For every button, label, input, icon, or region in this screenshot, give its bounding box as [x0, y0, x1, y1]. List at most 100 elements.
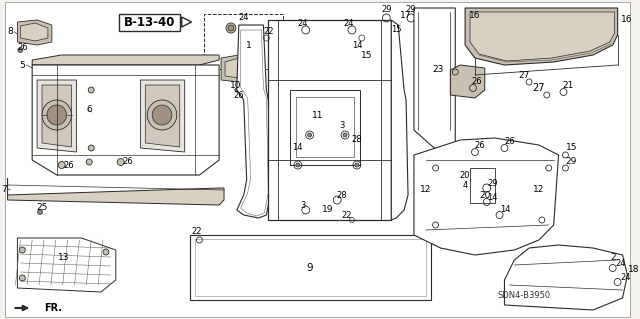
Circle shape	[117, 159, 124, 166]
Text: 10: 10	[230, 81, 241, 91]
Text: 14: 14	[292, 144, 303, 152]
Polygon shape	[237, 25, 270, 218]
Circle shape	[251, 32, 257, 38]
Text: 5: 5	[20, 61, 26, 70]
Polygon shape	[32, 65, 219, 175]
Circle shape	[355, 163, 359, 167]
Circle shape	[296, 163, 300, 167]
Polygon shape	[470, 12, 614, 61]
Polygon shape	[225, 58, 250, 78]
Circle shape	[58, 161, 65, 168]
Text: 26: 26	[17, 42, 28, 51]
Text: 22: 22	[263, 27, 273, 36]
Text: 27: 27	[518, 70, 530, 79]
Text: 9: 9	[307, 263, 313, 273]
Text: 3: 3	[300, 201, 305, 210]
Bar	[296, 97, 354, 157]
Text: 25: 25	[36, 203, 48, 211]
Polygon shape	[8, 178, 224, 205]
Circle shape	[47, 105, 67, 125]
Text: 14: 14	[351, 41, 362, 49]
Text: 19: 19	[322, 205, 333, 214]
Text: 11: 11	[312, 110, 323, 120]
Bar	[195, 239, 426, 296]
Text: 15: 15	[391, 26, 401, 34]
Bar	[119, 14, 180, 31]
Text: 12: 12	[420, 186, 431, 195]
Text: 26: 26	[504, 137, 515, 146]
Circle shape	[88, 87, 94, 93]
Text: 24: 24	[239, 13, 249, 23]
Polygon shape	[465, 8, 618, 65]
Circle shape	[86, 159, 92, 165]
Circle shape	[19, 275, 26, 281]
Text: 8: 8	[8, 27, 13, 36]
Text: 2: 2	[610, 254, 616, 263]
Text: 26: 26	[122, 158, 133, 167]
Bar	[470, 168, 495, 203]
Text: 14: 14	[488, 192, 498, 202]
Text: B-13-40: B-13-40	[124, 16, 175, 28]
Text: 7: 7	[1, 184, 6, 194]
Text: 23: 23	[432, 65, 444, 75]
Circle shape	[248, 30, 259, 40]
Polygon shape	[37, 80, 76, 152]
Text: 16: 16	[621, 16, 632, 25]
Polygon shape	[42, 85, 72, 147]
Polygon shape	[414, 8, 455, 158]
Text: 28: 28	[351, 136, 362, 145]
Polygon shape	[140, 80, 185, 152]
Bar	[290, 90, 360, 165]
Text: 27: 27	[532, 83, 545, 93]
Text: 20: 20	[460, 170, 470, 180]
Circle shape	[235, 88, 239, 92]
Polygon shape	[20, 23, 48, 41]
Text: 12: 12	[533, 186, 545, 195]
Text: 24: 24	[620, 272, 631, 281]
Text: 29: 29	[488, 179, 498, 188]
Text: 14: 14	[500, 205, 511, 214]
Circle shape	[343, 133, 347, 137]
Text: SDN4-B3950: SDN4-B3950	[497, 291, 550, 300]
Text: 26: 26	[63, 160, 74, 169]
Circle shape	[147, 100, 177, 130]
Text: 29: 29	[566, 158, 577, 167]
Circle shape	[19, 247, 26, 253]
Circle shape	[18, 48, 23, 53]
Text: 4: 4	[463, 181, 468, 189]
Circle shape	[308, 133, 312, 137]
Polygon shape	[32, 55, 219, 65]
Circle shape	[88, 145, 94, 151]
Text: 6: 6	[86, 106, 92, 115]
Polygon shape	[17, 238, 116, 292]
Text: 22: 22	[342, 211, 352, 219]
Text: 16: 16	[469, 11, 481, 19]
Text: 20: 20	[479, 190, 490, 199]
Circle shape	[42, 100, 72, 130]
Circle shape	[152, 105, 172, 125]
Text: 3: 3	[339, 121, 345, 130]
Circle shape	[228, 25, 234, 31]
Polygon shape	[17, 20, 52, 45]
Polygon shape	[504, 245, 627, 310]
Polygon shape	[268, 20, 391, 220]
Circle shape	[226, 23, 236, 33]
Circle shape	[103, 249, 109, 255]
Bar	[189, 235, 431, 300]
Text: 24: 24	[298, 19, 308, 27]
Text: 29: 29	[406, 5, 416, 14]
Text: 17: 17	[399, 11, 411, 19]
Text: 24: 24	[615, 258, 626, 268]
Text: 1: 1	[246, 41, 252, 49]
Polygon shape	[414, 138, 559, 255]
Text: 29: 29	[381, 5, 392, 14]
Text: 26: 26	[472, 78, 482, 86]
Text: 13: 13	[58, 254, 69, 263]
Text: 24: 24	[344, 19, 355, 27]
Text: FR.: FR.	[44, 303, 62, 313]
Polygon shape	[391, 20, 408, 220]
Text: 21: 21	[563, 80, 574, 90]
Text: 28: 28	[337, 190, 348, 199]
Text: 15: 15	[361, 50, 372, 60]
Polygon shape	[221, 55, 253, 82]
